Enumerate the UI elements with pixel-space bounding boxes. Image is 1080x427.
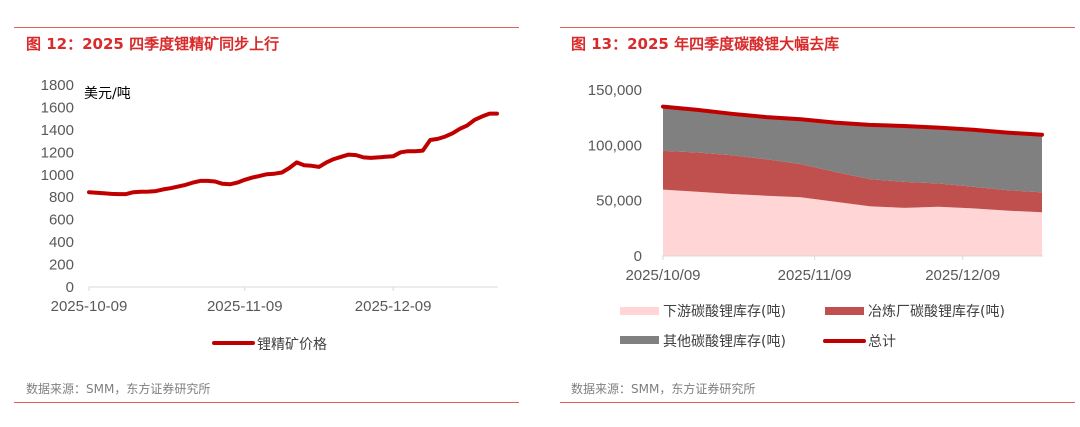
left-x-axis: 2025-10-09 2025-11-09 2025-12-09	[51, 287, 432, 315]
right-series-line-total	[661, 104, 1044, 137]
legend-label-other: 其他碳酸锂库存(吨)	[663, 334, 786, 350]
left-y-tick-label: 1200	[41, 144, 74, 161]
right-chart: 0 50,000 100,000 150,000 2025/10/09 2025/11/…	[588, 82, 1044, 350]
area-smelter-inventory	[663, 150, 1042, 213]
right-chart-title: 图 13：2025 年四季度碳酸锂大幅去库	[571, 35, 840, 53]
left-y-tick-label: 0	[66, 279, 74, 296]
left-chart-title: 图 12：2025 四季度锂精矿同步上行	[26, 35, 280, 53]
legend-label-smelter: 冶炼厂碳酸锂库存(吨)	[868, 304, 1005, 320]
right-x-tick-label: 2025/10/09	[625, 267, 700, 284]
left-y-axis: 0 200 400 600 800 1000 1200 1400 1600 1800	[41, 77, 74, 296]
left-y-tick-label: 1400	[41, 122, 74, 139]
legend-label-downstream: 下游碳酸锂库存(吨)	[663, 304, 786, 320]
legend-swatch-other	[620, 336, 659, 344]
left-y-tick-label: 400	[49, 234, 74, 251]
right-y-tick-label: 100,000	[588, 137, 642, 154]
right-stacked-areas	[663, 106, 1042, 256]
right-source-note: 数据来源：SMM，东方证券研究所	[571, 382, 756, 396]
left-y-tick-label: 1000	[41, 167, 74, 184]
right-y-tick-label: 0	[634, 248, 642, 265]
legend-swatch-downstream	[620, 307, 659, 315]
left-y-tick-label: 1800	[41, 77, 74, 94]
area-downstream-inventory	[663, 189, 1042, 256]
left-top-rule	[14, 27, 519, 28]
right-y-tick-label: 150,000	[588, 82, 642, 99]
right-bottom-rule	[560, 402, 1075, 403]
right-top-rule	[560, 27, 1075, 28]
left-x-tick-label: 2025-11-09	[207, 298, 283, 315]
left-legend: 锂精矿价格	[212, 337, 327, 353]
right-x-tick-label: 2025/12/09	[925, 267, 1000, 284]
left-y-axis-unit: 美元/吨	[84, 86, 131, 102]
legend-swatch-smelter	[825, 307, 864, 315]
left-chart: 0 200 400 600 800 1000 1200 1400 1600 1800 美元/吨 2…	[41, 77, 499, 353]
left-source-note: 数据来源：SMM，东方证券研究所	[26, 382, 211, 396]
left-bottom-rule	[14, 402, 519, 403]
right-legend: 下游碳酸锂库存(吨) 冶炼厂碳酸锂库存(吨) 其他碳酸锂库存(吨) 总计	[620, 304, 1005, 350]
left-x-tick-label: 2025-10-09	[51, 298, 128, 315]
right-x-tick-label: 2025/11/09	[778, 267, 852, 284]
left-y-tick-label: 800	[49, 189, 74, 206]
left-series-line-lithium-concentrate-price	[87, 111, 499, 197]
left-legend-label: 锂精矿价格	[257, 337, 327, 353]
legend-label-total: 总计	[868, 334, 896, 350]
right-y-tick-label: 50,000	[596, 193, 642, 210]
right-y-axis: 0 50,000 100,000 150,000	[588, 82, 642, 265]
area-other-inventory	[663, 106, 1042, 193]
left-y-tick-label: 1600	[41, 99, 74, 116]
left-y-tick-label: 600	[49, 212, 74, 229]
left-x-tick-label: 2025-12-09	[355, 298, 432, 315]
right-x-axis: 2025/10/09 2025/11/09 2025/12/09	[625, 256, 1000, 284]
left-y-tick-label: 200	[49, 257, 74, 274]
